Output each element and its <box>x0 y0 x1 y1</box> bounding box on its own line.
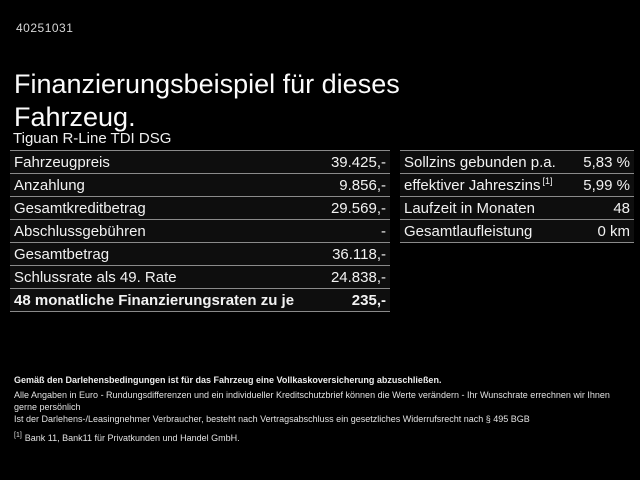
table-row-laufzeit: Laufzeit in Monaten 48 <box>400 196 634 219</box>
fine-print-bank-footnote: [1] Bank 11, Bank11 für Privatkunden und … <box>14 432 240 443</box>
row-value: 29.569,- <box>330 199 386 217</box>
table-row-gesamtlaufleistung: Gesamtlaufleistung 0 km <box>400 219 634 242</box>
table-row-gesamtbetrag: Gesamtbetrag 36.118,- <box>10 242 390 265</box>
table-row-abschlussgebuehren: Abschlussgebühren - <box>10 219 390 242</box>
row-label: Abschlussgebühren <box>14 222 146 240</box>
row-value: 5,99 % <box>583 176 630 194</box>
table-row-sollzins: Sollzins gebunden p.a. 5,83 % <box>400 150 634 173</box>
page-title: Finanzierungsbeispiel für dieses Fahrzeu… <box>14 69 400 133</box>
row-label: effektiver Jahreszins [1] <box>404 175 553 194</box>
row-label: 48 monatliche Finanzierungsraten zu je <box>14 291 295 309</box>
row-label: Gesamtbetrag <box>14 245 110 263</box>
row-value: 9.856,- <box>339 176 386 194</box>
footnote-marker: [1] <box>14 432 22 439</box>
row-value: 48 <box>613 199 630 217</box>
row-value: 36.118,- <box>332 245 386 263</box>
table-row-schlussrate: Schlussrate als 49. Rate 24.838,- <box>10 265 390 288</box>
row-value: 24.838,- <box>330 268 386 286</box>
row-label: Sollzins gebunden p.a. <box>404 153 556 171</box>
vehicle-id-number: 40251031 <box>16 21 74 35</box>
row-label: Gesamtlaufleistung <box>404 222 533 240</box>
fine-print: Gemäß den Darlehensbedingungen ist für d… <box>14 374 626 444</box>
conditions-table: Sollzins gebunden p.a. 5,83 % effektiver… <box>400 150 634 243</box>
row-value: 0 km <box>597 222 630 240</box>
row-label: Laufzeit in Monaten <box>404 199 535 217</box>
footnote-marker: [1] <box>542 175 553 186</box>
row-label: Schlussrate als 49. Rate <box>14 268 177 286</box>
row-label: Anzahlung <box>14 176 85 194</box>
table-row-anzahlung: Anzahlung 9.856,- <box>10 173 390 196</box>
financing-table: Fahrzeugpreis 39.425,- Anzahlung 9.856,-… <box>10 150 390 312</box>
fine-print-disclaimer: Alle Angaben in Euro - Rundungsdifferenz… <box>14 390 610 412</box>
row-value: - <box>381 222 386 240</box>
row-value: 39.425,- <box>330 153 386 171</box>
table-row-gesamtkreditbetrag: Gesamtkreditbetrag 29.569,- <box>10 196 390 219</box>
table-row-effektiver-jahreszins: effektiver Jahreszins [1] 5,99 % <box>400 173 634 196</box>
row-value: 5,83 % <box>583 153 630 171</box>
vehicle-model-name: Tiguan R-Line TDI DSG <box>13 130 172 147</box>
row-label: Fahrzeugpreis <box>14 153 110 171</box>
table-row-monatsrate: 48 monatliche Finanzierungsraten zu je 2… <box>10 288 390 311</box>
fine-print-insurance-note: Gemäß den Darlehensbedingungen ist für d… <box>14 375 442 385</box>
fine-print-withdrawal-note: Ist der Darlehens-/Leasingnehmer Verbrau… <box>14 414 530 424</box>
row-label: Gesamtkreditbetrag <box>14 199 146 217</box>
table-row-fahrzeugpreis: Fahrzeugpreis 39.425,- <box>10 150 390 173</box>
row-value: 235,- <box>351 291 386 309</box>
